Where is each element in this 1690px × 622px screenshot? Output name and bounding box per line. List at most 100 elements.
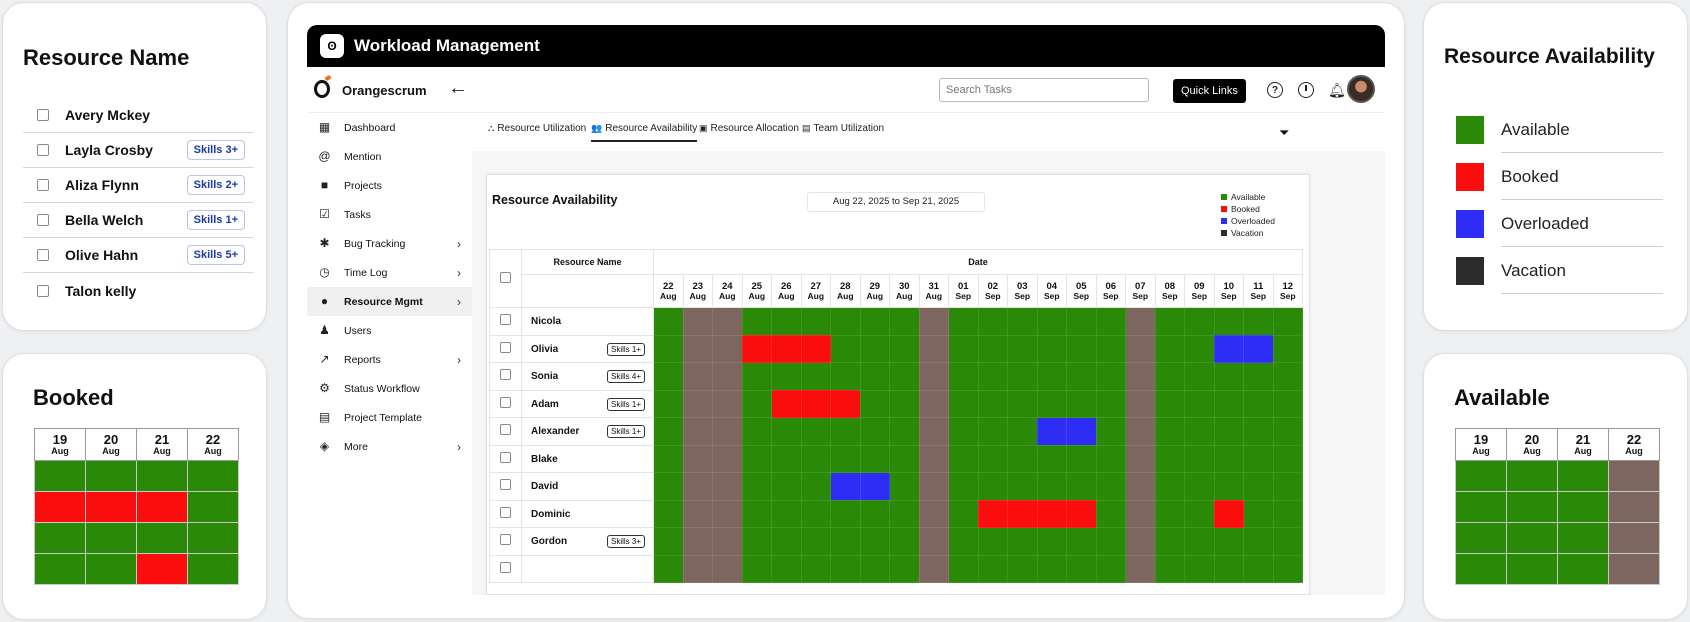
availability-cell[interactable]: [977, 389, 1008, 418]
availability-cell[interactable]: [771, 362, 802, 391]
availability-cell[interactable]: [977, 334, 1008, 363]
sidebar-item-tasks[interactable]: ☑ Tasks: [307, 200, 472, 229]
availability-cell[interactable]: [889, 334, 920, 363]
availability-cell[interactable]: [977, 527, 1008, 556]
resource-checkbox[interactable]: [37, 144, 49, 156]
availability-cell[interactable]: [830, 472, 861, 501]
sidebar-item-status-workflow[interactable]: ⚙ Status Workflow: [307, 374, 472, 403]
availability-cell[interactable]: [948, 334, 979, 363]
availability-cell[interactable]: [800, 527, 831, 556]
availability-cell[interactable]: [1125, 499, 1156, 528]
availability-cell[interactable]: [741, 307, 772, 336]
availability-cell[interactable]: [712, 499, 743, 528]
availability-cell[interactable]: [682, 334, 713, 363]
availability-cell[interactable]: [859, 499, 890, 528]
availability-cell[interactable]: [948, 444, 979, 473]
availability-cell[interactable]: [889, 389, 920, 418]
availability-cell[interactable]: [948, 554, 979, 583]
availability-cell[interactable]: [1272, 499, 1303, 528]
availability-cell[interactable]: [830, 362, 861, 391]
availability-cell[interactable]: [1154, 527, 1185, 556]
row-checkbox[interactable]: [500, 396, 511, 408]
availability-cell[interactable]: [741, 334, 772, 363]
availability-cell[interactable]: [741, 527, 772, 556]
availability-cell[interactable]: [948, 307, 979, 336]
availability-cell[interactable]: [682, 444, 713, 473]
availability-cell[interactable]: [1036, 334, 1067, 363]
availability-cell[interactable]: [1036, 389, 1067, 418]
availability-cell[interactable]: [1213, 499, 1244, 528]
availability-cell[interactable]: [1095, 527, 1126, 556]
availability-cell[interactable]: [1125, 334, 1156, 363]
availability-cell[interactable]: [1243, 444, 1274, 473]
availability-cell[interactable]: [1125, 527, 1156, 556]
availability-cell[interactable]: [1036, 499, 1067, 528]
clock-icon[interactable]: [1298, 82, 1314, 98]
resource-checkbox[interactable]: [37, 214, 49, 226]
availability-cell[interactable]: [859, 444, 890, 473]
skills-badge[interactable]: Skills 3+: [186, 140, 245, 160]
availability-cell[interactable]: [1095, 307, 1126, 336]
availability-cell[interactable]: [889, 472, 920, 501]
availability-cell[interactable]: [1184, 472, 1215, 501]
availability-cell[interactable]: [1213, 417, 1244, 446]
availability-cell[interactable]: [1066, 307, 1097, 336]
skills-badge[interactable]: Skills 1+: [186, 210, 245, 230]
availability-cell[interactable]: [859, 307, 890, 336]
bell-icon[interactable]: 🔔︎: [1328, 82, 1346, 98]
availability-cell[interactable]: [771, 527, 802, 556]
availability-cell[interactable]: [682, 472, 713, 501]
availability-cell[interactable]: [800, 554, 831, 583]
availability-cell[interactable]: [771, 472, 802, 501]
availability-cell[interactable]: [1184, 499, 1215, 528]
availability-cell[interactable]: [1125, 362, 1156, 391]
availability-cell[interactable]: [1095, 444, 1126, 473]
availability-cell[interactable]: [1154, 334, 1185, 363]
availability-cell[interactable]: [1007, 472, 1038, 501]
availability-cell[interactable]: [859, 527, 890, 556]
availability-cell[interactable]: [1036, 307, 1067, 336]
availability-cell[interactable]: [1272, 307, 1303, 336]
sidebar-item-more[interactable]: ◈ More ›: [307, 432, 472, 461]
availability-cell[interactable]: [1154, 362, 1185, 391]
row-checkbox[interactable]: [500, 534, 511, 546]
availability-cell[interactable]: [800, 417, 831, 446]
sidebar-item-reports[interactable]: ↗ Reports ›: [307, 345, 472, 374]
availability-cell[interactable]: [1272, 362, 1303, 391]
availability-cell[interactable]: [1213, 472, 1244, 501]
arrow-left-icon[interactable]: ←: [448, 77, 468, 99]
availability-cell[interactable]: [1125, 389, 1156, 418]
availability-cell[interactable]: [977, 472, 1008, 501]
row-checkbox[interactable]: [500, 561, 511, 573]
availability-cell[interactable]: [889, 554, 920, 583]
availability-cell[interactable]: [1184, 389, 1215, 418]
availability-cell[interactable]: [1243, 527, 1274, 556]
availability-cell[interactable]: [712, 334, 743, 363]
availability-cell[interactable]: [1095, 362, 1126, 391]
availability-cell[interactable]: [1272, 444, 1303, 473]
availability-cell[interactable]: [889, 499, 920, 528]
availability-cell[interactable]: [1154, 499, 1185, 528]
availability-cell[interactable]: [653, 334, 684, 363]
availability-cell[interactable]: [1095, 389, 1126, 418]
tab-resource-allocation[interactable]: ▣ Resource Allocation: [699, 123, 799, 134]
row-checkbox[interactable]: [500, 369, 511, 381]
sidebar-item-mention[interactable]: @ Mention: [307, 142, 472, 171]
availability-cell[interactable]: [1066, 499, 1097, 528]
availability-cell[interactable]: [1272, 389, 1303, 418]
availability-cell[interactable]: [948, 389, 979, 418]
availability-cell[interactable]: [1213, 527, 1244, 556]
sidebar-item-bug-tracking[interactable]: ✱ Bug Tracking ›: [307, 229, 472, 258]
availability-cell[interactable]: [1213, 334, 1244, 363]
availability-cell[interactable]: [771, 307, 802, 336]
availability-cell[interactable]: [1243, 554, 1274, 583]
resource-checkbox[interactable]: [37, 284, 49, 297]
availability-cell[interactable]: [1243, 417, 1274, 446]
availability-cell[interactable]: [653, 527, 684, 556]
availability-cell[interactable]: [1184, 527, 1215, 556]
availability-cell[interactable]: [1036, 554, 1067, 583]
availability-cell[interactable]: [918, 362, 949, 391]
availability-cell[interactable]: [653, 389, 684, 418]
availability-cell[interactable]: [682, 362, 713, 391]
availability-cell[interactable]: [830, 334, 861, 363]
